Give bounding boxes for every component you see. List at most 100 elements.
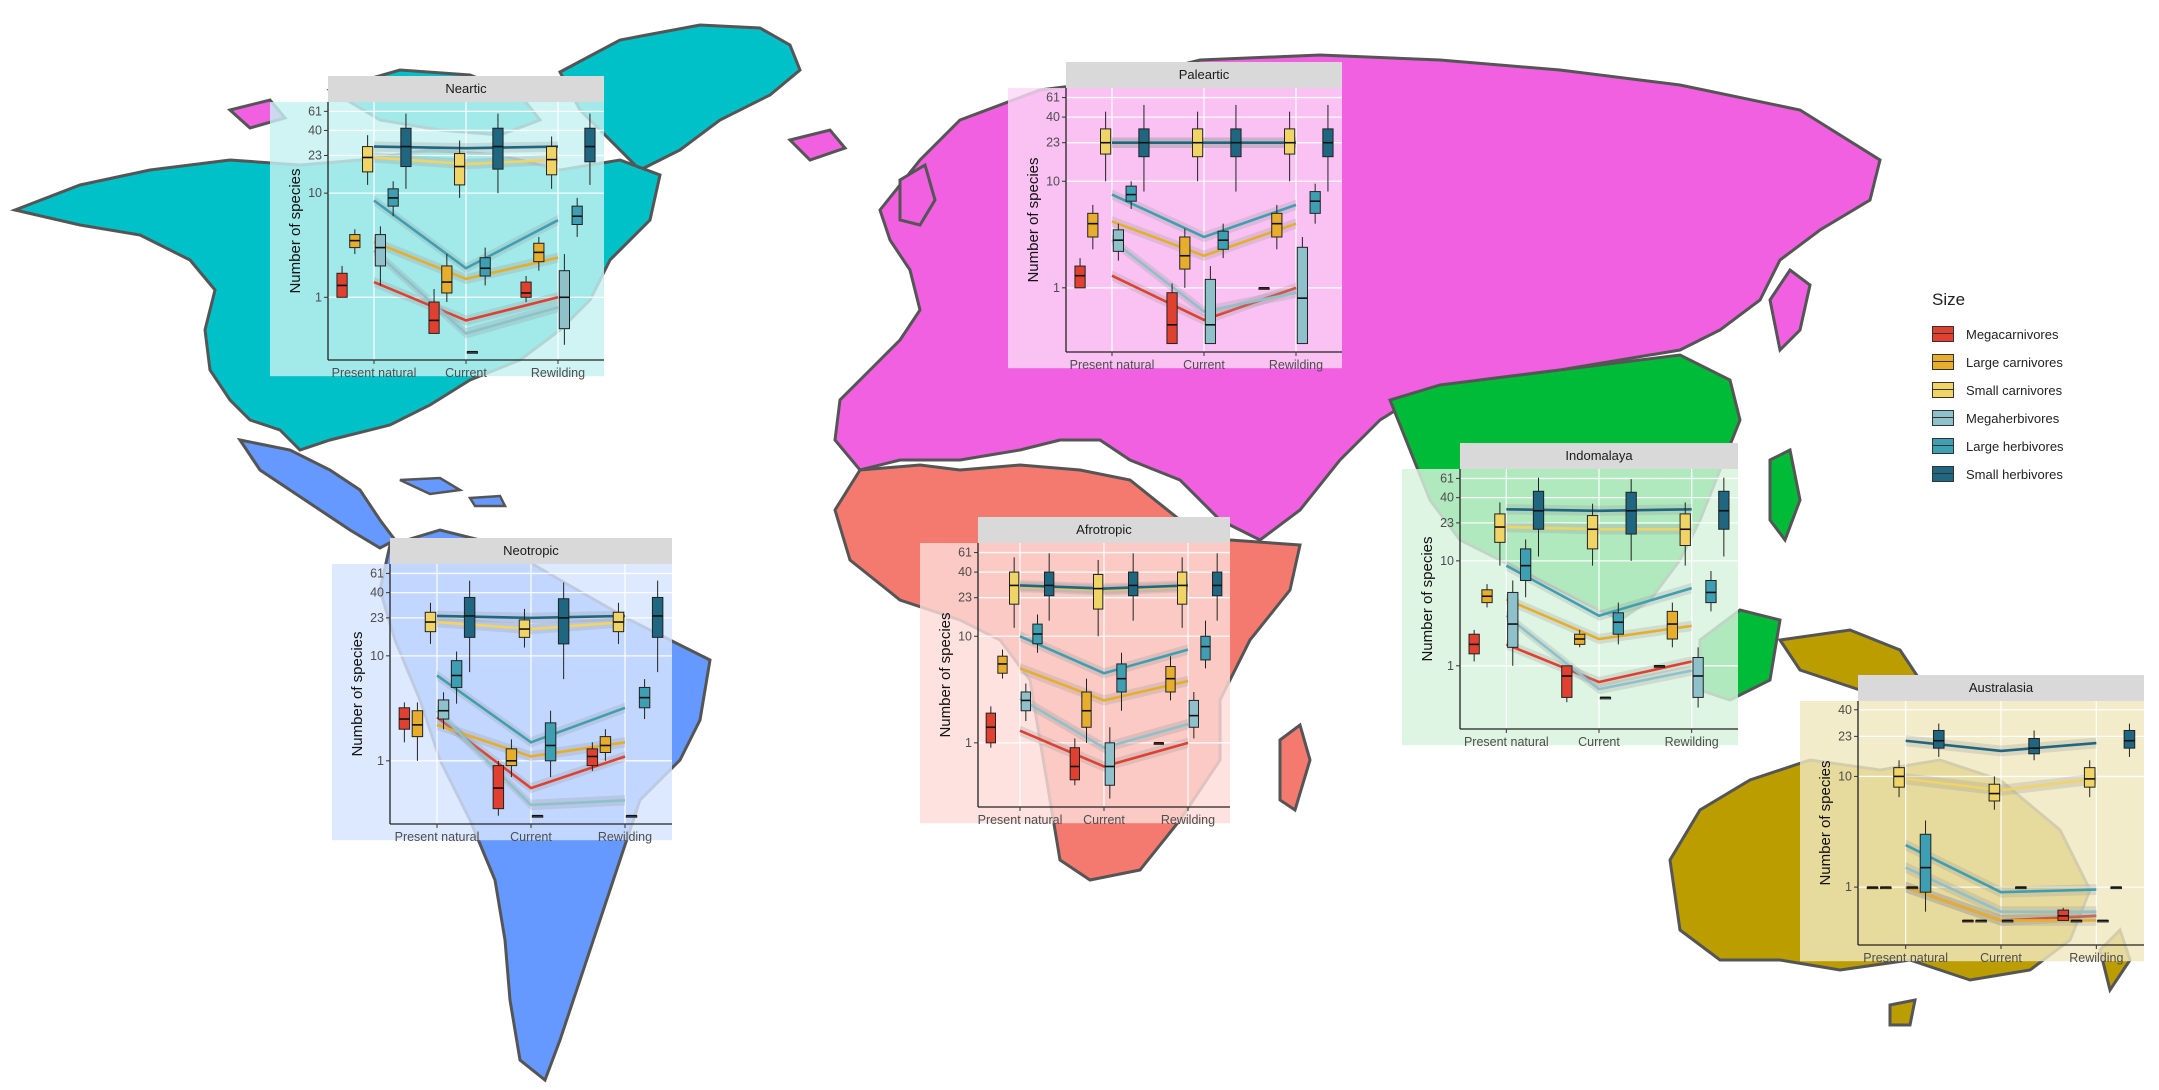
realm-afrotropic-madagascar — [1278, 722, 1312, 813]
legend-key-small-carnivores — [1932, 382, 1954, 398]
realm-neotropic-central — [236, 437, 398, 550]
box-small-herbivores — [1625, 491, 1637, 535]
box-large-herbivores — [1309, 191, 1321, 214]
trend-line-large-herbivores — [1019, 635, 1189, 675]
box-small-carnivores — [362, 146, 374, 173]
box-megaherbivores — [1188, 699, 1199, 728]
legend-label-megacarnivores: Megacarnivores — [1966, 326, 2059, 342]
facet-strip — [1066, 62, 1342, 88]
trend-line-large-herbivores — [1505, 564, 1693, 618]
box-small-herbivores — [400, 127, 412, 168]
realm-palearctic-japan — [1768, 267, 1812, 354]
legend-key-megaherbivores — [1932, 410, 1954, 426]
trend-ribbon-large-herbivores — [1112, 189, 1296, 243]
legend-label-large-herbivores: Large herbivores — [1966, 438, 2064, 454]
box-large-herbivores — [1705, 579, 1717, 604]
box-small-herbivores — [1932, 729, 1945, 749]
box-large-carnivores — [599, 736, 612, 753]
trend-ribbon-large-herbivores — [374, 195, 558, 274]
realm-indomalaya-philippines — [1768, 447, 1802, 544]
box-megacarnivores — [1561, 665, 1573, 698]
x-tick-label: Present natural — [978, 813, 1063, 827]
box-megacarnivores — [520, 281, 532, 298]
box-small-herbivores — [1044, 571, 1055, 597]
trend-line-megaherbivores — [1111, 239, 1297, 313]
y-tick-label: 40 — [1440, 491, 1454, 505]
box-small-carnivores — [1893, 767, 1905, 788]
inset-charts: Neartic 1 10 23 40 61 Present natural Current Re… — [270, 62, 2144, 965]
x-tick-label: Present natural — [1464, 735, 1549, 749]
box-small-carnivores — [1494, 513, 1506, 543]
y-tick-label: 10 — [1838, 769, 1852, 783]
realm-palearctic-uk — [898, 162, 937, 227]
facet-strip — [1460, 443, 1738, 469]
size-legend: Size Megacarnivores Large carnivores Sma… — [1932, 290, 2132, 488]
box-large-herbivores — [1919, 833, 1932, 893]
box-megaherbivores — [1507, 591, 1519, 648]
trend-line-large-carnivores — [1019, 667, 1189, 702]
y-tick-label: 23 — [1046, 136, 1060, 150]
trend-line-large-herbivores — [436, 674, 626, 744]
box-small-carnivores — [1093, 573, 1104, 610]
panel-neotropic: Neotropic 1 10 23 40 61 Present natural Current… — [332, 538, 672, 844]
trend-line-small-carnivores — [1905, 777, 2097, 792]
facet-strip — [390, 538, 672, 564]
x-tick-label: Rewilding — [598, 830, 652, 844]
box-large-herbivores — [1612, 612, 1624, 635]
legend-title: Size — [1932, 290, 1966, 309]
box-megaherbivores — [374, 234, 386, 267]
trend-ribbon-large-carnivores — [374, 236, 558, 285]
y-tick-label: 40 — [1838, 703, 1852, 717]
legend-label-small-herbivores: Small herbivores — [1966, 466, 2063, 482]
box-large-carnivores — [441, 265, 453, 294]
trend-line-large-carnivores — [436, 723, 626, 758]
box-megaherbivores — [1020, 691, 1032, 712]
box-small-herbivores — [651, 596, 664, 638]
box-large-carnivores — [1271, 212, 1283, 238]
x-tick-label: Current — [445, 366, 487, 380]
y-axis-title: Number of species — [287, 168, 304, 293]
box-large-carnivores — [1179, 236, 1191, 270]
realm-palearctic-iceland — [787, 128, 848, 162]
box-small-herbivores — [463, 596, 476, 638]
x-tick-label: Present natural — [1863, 951, 1948, 965]
box-small-carnivores — [1177, 571, 1188, 605]
box-megacarnivores — [492, 765, 505, 810]
legend-item-megaherbivores: Megaherbivores — [1932, 404, 2132, 432]
y-tick-label: 61 — [1046, 91, 1060, 105]
y-tick-label: 61 — [308, 104, 322, 118]
trend-ribbon-small-carnivores — [374, 152, 558, 170]
trend-ribbon-megacarnivores — [1020, 725, 1188, 772]
box-large-carnivores — [505, 748, 518, 767]
box-megaherbivores — [437, 699, 450, 720]
legend-label-small-carnivores: Small carnivores — [1966, 382, 2063, 398]
panel-australasia: Australasia 1 10 23 40 Present natural Current… — [1800, 675, 2144, 965]
y-tick-label: 1 — [965, 736, 972, 750]
trend-line-megaherbivores — [373, 249, 559, 335]
trend-line-megaherbivores — [436, 709, 626, 807]
legend-label-large-carnivores: Large carnivores — [1966, 354, 2063, 370]
box-small-herbivores — [1128, 571, 1139, 597]
y-tick-label: 61 — [958, 546, 972, 560]
box-small-carnivores — [1100, 128, 1112, 155]
legend-item-small-herbivores: Small herbivores — [1932, 460, 2132, 488]
trend-ribbon-large-carnivores — [1112, 216, 1296, 261]
legend-item-large-carnivores: Large carnivores — [1932, 348, 2132, 376]
legend-key-small-herbivores — [1932, 466, 1954, 482]
y-axis-title: Number of species — [1025, 157, 1042, 282]
box-megacarnivores — [1074, 265, 1086, 289]
box-small-carnivores — [454, 153, 466, 186]
x-tick-label: Rewilding — [2069, 951, 2123, 965]
facet-title: Afrotropic — [1076, 522, 1132, 537]
trend-ribbon-megacarnivores — [1506, 639, 1692, 688]
box-megacarnivores — [1166, 292, 1178, 345]
trend-ribbon-large-herbivores — [437, 670, 625, 748]
x-tick-label: Rewilding — [1665, 735, 1719, 749]
trend-ribbon-small-carnivores — [437, 616, 625, 635]
box-small-herbivores — [557, 598, 570, 645]
legend-label-megaherbivores: Megaherbivores — [1966, 410, 2060, 426]
legend-item-megacarnivores: Megacarnivores — [1932, 320, 2132, 348]
realm-neotropic-caribbean-2 — [467, 494, 508, 508]
trend-line-large-carnivores — [1505, 598, 1692, 641]
